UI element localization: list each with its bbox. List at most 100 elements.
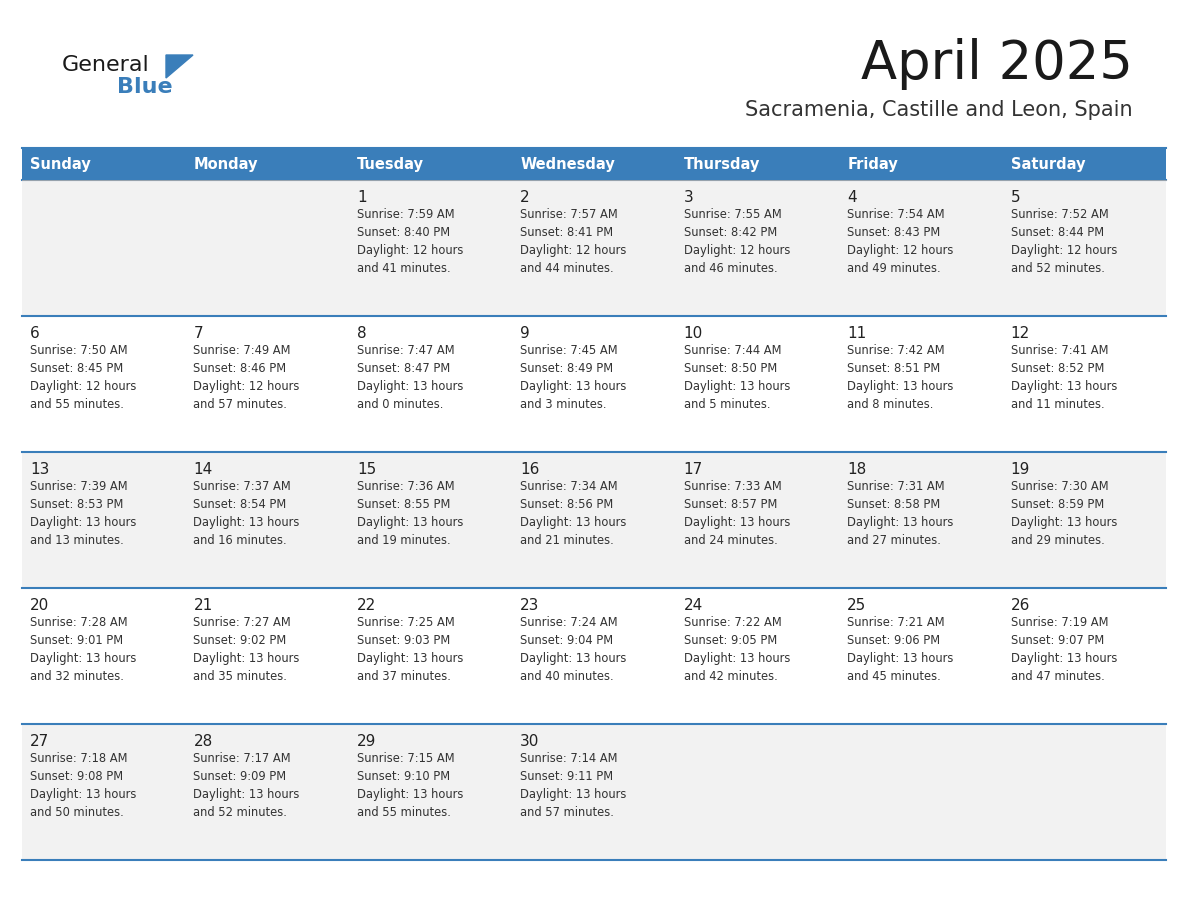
Text: Daylight: 13 hours: Daylight: 13 hours	[520, 788, 626, 801]
Text: 27: 27	[30, 734, 49, 749]
Text: Sunset: 9:09 PM: Sunset: 9:09 PM	[194, 770, 286, 783]
Text: Sunset: 8:57 PM: Sunset: 8:57 PM	[684, 498, 777, 511]
Text: Sunset: 8:43 PM: Sunset: 8:43 PM	[847, 226, 941, 239]
Text: Sunset: 8:47 PM: Sunset: 8:47 PM	[356, 362, 450, 375]
Text: and 41 minutes.: and 41 minutes.	[356, 262, 450, 275]
Text: and 32 minutes.: and 32 minutes.	[30, 670, 124, 683]
Text: Sunset: 9:06 PM: Sunset: 9:06 PM	[847, 634, 940, 647]
Text: and 16 minutes.: and 16 minutes.	[194, 534, 287, 547]
Text: Sunset: 8:45 PM: Sunset: 8:45 PM	[30, 362, 124, 375]
Text: Sunset: 9:08 PM: Sunset: 9:08 PM	[30, 770, 124, 783]
Text: Sunset: 8:46 PM: Sunset: 8:46 PM	[194, 362, 286, 375]
Text: Sunrise: 7:14 AM: Sunrise: 7:14 AM	[520, 752, 618, 765]
Text: Sunrise: 7:30 AM: Sunrise: 7:30 AM	[1011, 480, 1108, 493]
Polygon shape	[166, 55, 192, 78]
Text: Sunrise: 7:39 AM: Sunrise: 7:39 AM	[30, 480, 127, 493]
Text: Sunrise: 7:17 AM: Sunrise: 7:17 AM	[194, 752, 291, 765]
Text: and 57 minutes.: and 57 minutes.	[194, 398, 287, 411]
Text: and 8 minutes.: and 8 minutes.	[847, 398, 934, 411]
Text: and 47 minutes.: and 47 minutes.	[1011, 670, 1105, 683]
Text: 8: 8	[356, 326, 366, 341]
Text: 18: 18	[847, 462, 866, 477]
Text: Sunrise: 7:21 AM: Sunrise: 7:21 AM	[847, 616, 944, 629]
Text: and 21 minutes.: and 21 minutes.	[520, 534, 614, 547]
Text: Sunset: 8:41 PM: Sunset: 8:41 PM	[520, 226, 613, 239]
Text: Saturday: Saturday	[1011, 156, 1085, 172]
Text: and 45 minutes.: and 45 minutes.	[847, 670, 941, 683]
Text: Sunset: 8:56 PM: Sunset: 8:56 PM	[520, 498, 613, 511]
Text: 30: 30	[520, 734, 539, 749]
Text: Sunrise: 7:45 AM: Sunrise: 7:45 AM	[520, 344, 618, 357]
Text: 23: 23	[520, 598, 539, 613]
Text: Sunset: 8:51 PM: Sunset: 8:51 PM	[847, 362, 941, 375]
Text: 20: 20	[30, 598, 49, 613]
Bar	[23, 724, 1165, 860]
Text: Sunrise: 7:49 AM: Sunrise: 7:49 AM	[194, 344, 291, 357]
Text: Sunset: 9:04 PM: Sunset: 9:04 PM	[520, 634, 613, 647]
Text: Sunset: 9:10 PM: Sunset: 9:10 PM	[356, 770, 450, 783]
Text: Sunset: 8:42 PM: Sunset: 8:42 PM	[684, 226, 777, 239]
Text: Sunrise: 7:33 AM: Sunrise: 7:33 AM	[684, 480, 782, 493]
Text: Sunrise: 7:25 AM: Sunrise: 7:25 AM	[356, 616, 455, 629]
Text: Sunrise: 7:57 AM: Sunrise: 7:57 AM	[520, 208, 618, 221]
Text: Sunrise: 7:18 AM: Sunrise: 7:18 AM	[30, 752, 127, 765]
Text: Daylight: 13 hours: Daylight: 13 hours	[30, 516, 137, 529]
Text: 13: 13	[30, 462, 50, 477]
Text: Sunset: 8:53 PM: Sunset: 8:53 PM	[30, 498, 124, 511]
Text: Sunset: 8:52 PM: Sunset: 8:52 PM	[1011, 362, 1104, 375]
Text: Daylight: 13 hours: Daylight: 13 hours	[1011, 516, 1117, 529]
Bar	[676, 148, 839, 180]
Text: Friday: Friday	[847, 156, 898, 172]
Text: 11: 11	[847, 326, 866, 341]
Bar	[512, 148, 676, 180]
Text: Daylight: 13 hours: Daylight: 13 hours	[356, 788, 463, 801]
Text: Sunrise: 7:59 AM: Sunrise: 7:59 AM	[356, 208, 455, 221]
Text: and 55 minutes.: and 55 minutes.	[30, 398, 124, 411]
Bar	[23, 452, 1165, 588]
Text: Sunday: Sunday	[30, 156, 90, 172]
Text: and 13 minutes.: and 13 minutes.	[30, 534, 124, 547]
Text: Sunrise: 7:44 AM: Sunrise: 7:44 AM	[684, 344, 782, 357]
Text: Sunrise: 7:42 AM: Sunrise: 7:42 AM	[847, 344, 944, 357]
Text: and 55 minutes.: and 55 minutes.	[356, 806, 450, 819]
Text: and 37 minutes.: and 37 minutes.	[356, 670, 450, 683]
Text: and 3 minutes.: and 3 minutes.	[520, 398, 607, 411]
Text: Sunrise: 7:36 AM: Sunrise: 7:36 AM	[356, 480, 455, 493]
Text: Sunset: 9:11 PM: Sunset: 9:11 PM	[520, 770, 613, 783]
Text: Sunrise: 7:47 AM: Sunrise: 7:47 AM	[356, 344, 455, 357]
Text: 22: 22	[356, 598, 377, 613]
Text: Daylight: 13 hours: Daylight: 13 hours	[194, 652, 299, 665]
Text: 24: 24	[684, 598, 703, 613]
Text: and 24 minutes.: and 24 minutes.	[684, 534, 777, 547]
Text: and 50 minutes.: and 50 minutes.	[30, 806, 124, 819]
Text: and 42 minutes.: and 42 minutes.	[684, 670, 777, 683]
Text: and 44 minutes.: and 44 minutes.	[520, 262, 614, 275]
Text: Daylight: 12 hours: Daylight: 12 hours	[194, 380, 299, 393]
Text: Sunrise: 7:24 AM: Sunrise: 7:24 AM	[520, 616, 618, 629]
Text: General: General	[62, 55, 150, 75]
Text: 7: 7	[194, 326, 203, 341]
Text: and 35 minutes.: and 35 minutes.	[194, 670, 287, 683]
Text: Sunrise: 7:22 AM: Sunrise: 7:22 AM	[684, 616, 782, 629]
Text: Daylight: 13 hours: Daylight: 13 hours	[1011, 380, 1117, 393]
Text: and 27 minutes.: and 27 minutes.	[847, 534, 941, 547]
Text: Sunset: 8:49 PM: Sunset: 8:49 PM	[520, 362, 613, 375]
Text: Sunset: 8:58 PM: Sunset: 8:58 PM	[847, 498, 941, 511]
Text: Sacramenia, Castille and Leon, Spain: Sacramenia, Castille and Leon, Spain	[745, 100, 1133, 120]
Bar	[23, 180, 1165, 316]
Text: 29: 29	[356, 734, 377, 749]
Text: Sunset: 9:01 PM: Sunset: 9:01 PM	[30, 634, 124, 647]
Text: 9: 9	[520, 326, 530, 341]
Text: and 40 minutes.: and 40 minutes.	[520, 670, 614, 683]
Text: Sunset: 8:55 PM: Sunset: 8:55 PM	[356, 498, 450, 511]
Text: 21: 21	[194, 598, 213, 613]
Text: Sunrise: 7:55 AM: Sunrise: 7:55 AM	[684, 208, 782, 221]
Text: Sunset: 9:03 PM: Sunset: 9:03 PM	[356, 634, 450, 647]
Bar	[23, 148, 185, 180]
Text: Sunset: 8:59 PM: Sunset: 8:59 PM	[1011, 498, 1104, 511]
Text: and 5 minutes.: and 5 minutes.	[684, 398, 770, 411]
Text: Sunrise: 7:28 AM: Sunrise: 7:28 AM	[30, 616, 127, 629]
Text: Sunrise: 7:52 AM: Sunrise: 7:52 AM	[1011, 208, 1108, 221]
Bar	[349, 148, 512, 180]
Text: Daylight: 13 hours: Daylight: 13 hours	[356, 516, 463, 529]
